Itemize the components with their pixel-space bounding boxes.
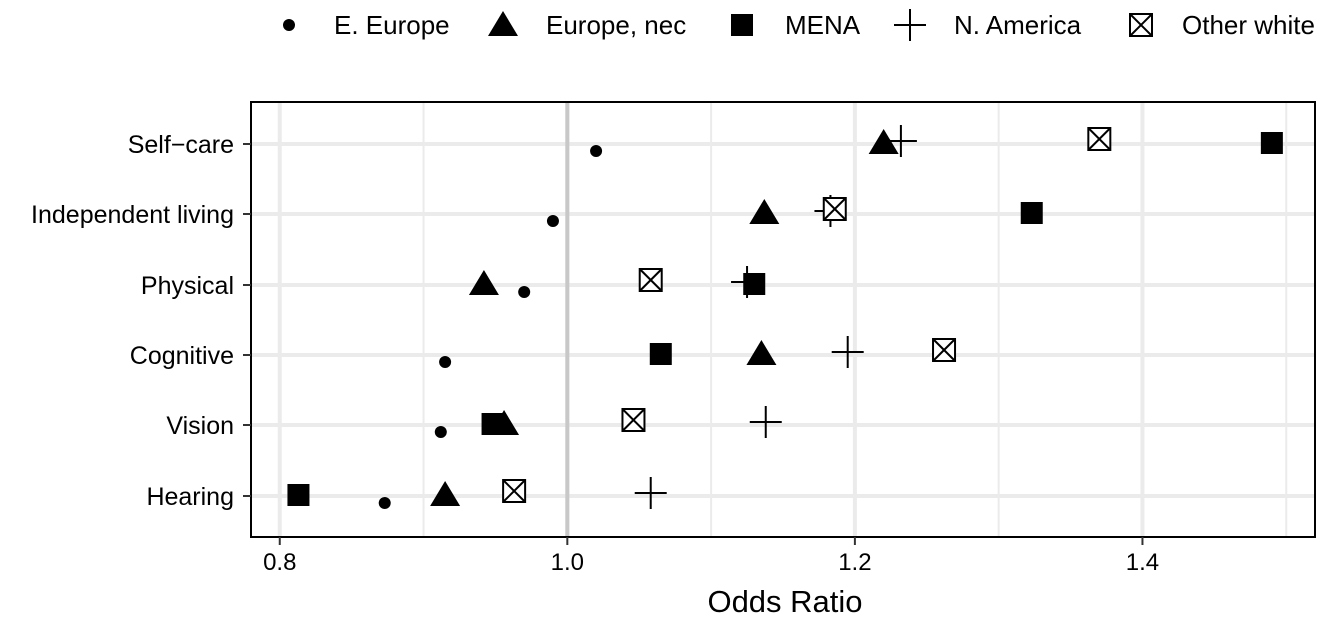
legend-item-other-white: Other white <box>1129 10 1315 40</box>
y-tick-label: Independent living <box>31 201 234 229</box>
legend-label: E. Europe <box>334 10 450 40</box>
legend-item-e-europe: E. Europe <box>283 10 450 40</box>
y-tick-label: Self−care <box>128 131 234 159</box>
legend-label: Other white <box>1182 10 1315 40</box>
panel-background <box>251 102 1315 537</box>
x-tick-label: 1.4 <box>1126 549 1159 576</box>
point-europe-nec <box>868 129 899 154</box>
legend-key-europe-nec <box>488 11 518 36</box>
point-europe-nec <box>468 270 499 295</box>
point-e-europe <box>434 426 447 438</box>
legend-key-e-europe <box>283 19 295 31</box>
x-tick-label: 0.8 <box>263 549 296 576</box>
point-other-white <box>638 268 663 292</box>
point-mena <box>481 413 504 435</box>
point-mena <box>1260 132 1283 154</box>
legend: E. Europe Europe, nec MENA N. America Other … <box>283 9 1315 41</box>
y-tick-label: Vision <box>166 412 234 440</box>
point-e-europe <box>518 286 531 298</box>
panel-border <box>250 101 1316 538</box>
grid <box>251 102 1315 537</box>
x-axis-title: Odds Ratio <box>707 584 862 619</box>
legend-label: MENA <box>785 10 861 40</box>
y-axis: Self−care Independent living Physical Cogni… <box>31 131 251 511</box>
point-e-europe <box>439 356 452 368</box>
point-n-america <box>749 406 782 438</box>
point-mena <box>649 343 672 365</box>
point-e-europe <box>546 215 559 227</box>
legend-item-n-america: N. America <box>894 9 1082 41</box>
point-other-white <box>932 338 957 362</box>
y-tick-label: Physical <box>141 272 234 300</box>
legend-key-n-america <box>894 9 926 41</box>
legend-item-mena: MENA <box>731 10 861 40</box>
legend-key-mena <box>731 14 753 36</box>
point-europe-nec <box>430 481 461 506</box>
y-tick-label: Hearing <box>146 483 234 511</box>
point-n-america <box>731 266 764 298</box>
point-n-america <box>634 477 667 509</box>
x-tick-label: 1.2 <box>838 549 871 576</box>
point-e-europe <box>378 497 391 509</box>
point-other-white <box>621 408 646 432</box>
point-other-white <box>1087 127 1112 151</box>
x-tick-label: 1.0 <box>551 549 584 576</box>
point-europe-nec <box>746 340 777 365</box>
point-other-white <box>822 197 847 221</box>
point-mena <box>287 484 310 506</box>
legend-label: N. America <box>954 10 1082 40</box>
legend-label: Europe, nec <box>546 10 686 40</box>
point-e-europe <box>590 145 603 157</box>
data-points <box>287 125 1283 509</box>
point-mena <box>743 273 766 295</box>
point-n-america <box>831 336 864 368</box>
point-mena <box>1020 202 1043 224</box>
x-axis: 0.8 1.0 1.2 1.4 <box>263 537 1159 576</box>
point-europe-nec <box>749 199 780 224</box>
legend-item-europe-nec: Europe, nec <box>488 10 686 40</box>
legend-key-other-white <box>1129 13 1153 37</box>
point-n-america <box>884 125 917 157</box>
y-tick-label: Cognitive <box>130 342 234 370</box>
point-other-white <box>502 479 527 503</box>
